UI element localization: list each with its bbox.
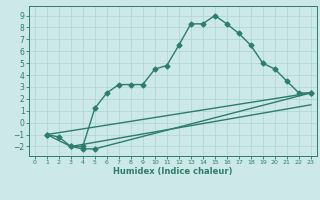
X-axis label: Humidex (Indice chaleur): Humidex (Indice chaleur): [113, 167, 233, 176]
